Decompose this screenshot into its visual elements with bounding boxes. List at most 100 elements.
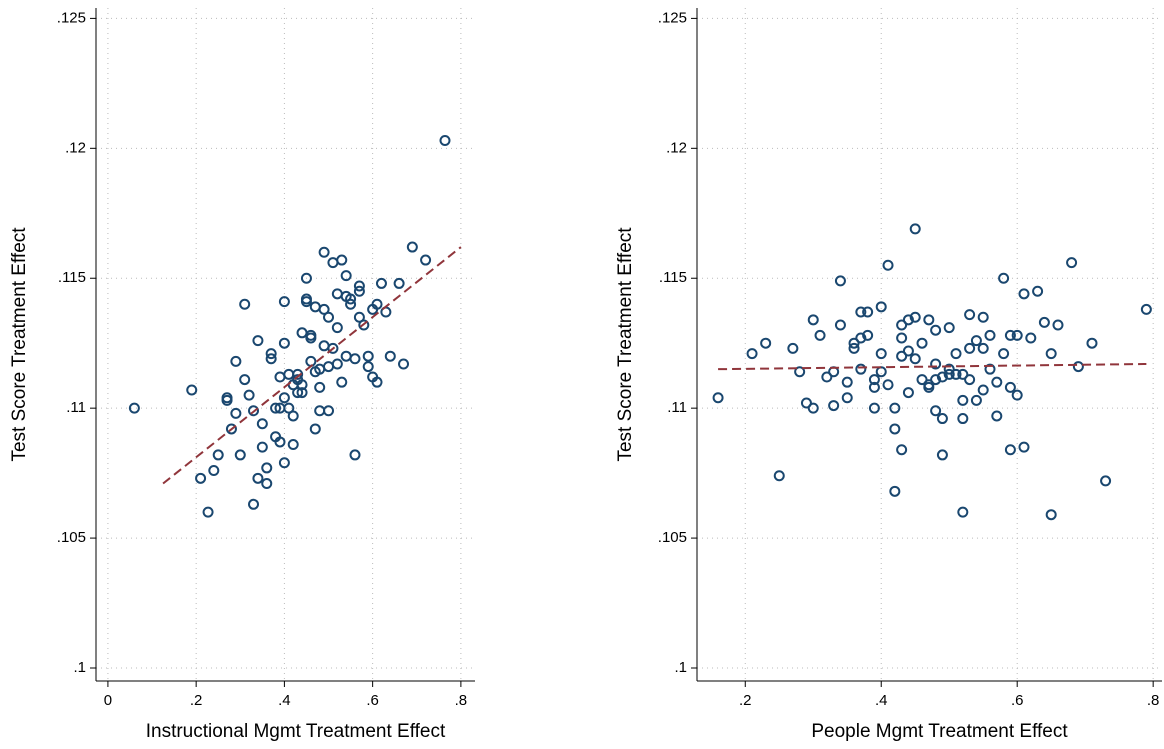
scatter-point <box>327 257 339 269</box>
scatter-point <box>384 350 396 362</box>
scatter-point <box>336 254 348 266</box>
scatter-point <box>794 366 806 378</box>
scatter-point <box>889 485 901 497</box>
scatter-point <box>855 363 867 375</box>
scatter-point <box>362 361 374 373</box>
scatter-point <box>362 350 374 362</box>
scatter-point <box>128 402 140 414</box>
scatter-point <box>1032 285 1044 297</box>
scatter-point <box>274 371 286 383</box>
scatter-point <box>353 280 365 292</box>
scatter-point <box>278 296 290 308</box>
scatter-point <box>1052 319 1064 331</box>
scatter-point <box>848 342 860 354</box>
scatter-point <box>305 332 317 344</box>
scatter-point <box>331 322 343 334</box>
scatter-point <box>848 337 860 349</box>
x-axis-title: People Mgmt Treatment Effect <box>811 721 1068 742</box>
scatter-point <box>261 462 273 474</box>
scatter-point <box>239 298 251 310</box>
scatter-point <box>841 376 853 388</box>
scatter-point <box>882 259 894 271</box>
y-axis-title: Test Score Treatment Effect <box>615 227 636 462</box>
x-tick-label: .8 <box>455 692 468 709</box>
scatter-point <box>278 392 290 404</box>
scatter-point <box>340 270 352 282</box>
scatter-point <box>970 335 982 347</box>
scatter-point <box>923 314 935 326</box>
scatter-point <box>406 241 418 253</box>
scatter-point <box>943 322 955 334</box>
scatter-point <box>230 407 242 419</box>
scatter-point <box>882 379 894 391</box>
scatter-point <box>834 275 846 287</box>
scatter-point <box>270 402 282 414</box>
scatter-point <box>889 423 901 435</box>
scatter-point <box>296 379 308 391</box>
fit-line <box>162 246 462 485</box>
scatter-point <box>1004 444 1016 456</box>
scatter-point <box>353 311 365 323</box>
scatter-point <box>977 311 989 323</box>
x-axis-title: Instructional Mgmt Treatment Effect <box>146 721 446 742</box>
scatter-point <box>773 470 785 482</box>
x-tick-label: .2 <box>190 692 203 709</box>
scatter-point <box>868 381 880 393</box>
fit-line <box>718 362 1147 371</box>
scatter-point <box>300 293 312 305</box>
scatter-point <box>916 374 928 386</box>
scatter-point <box>936 449 948 461</box>
scatter-point <box>234 449 246 461</box>
scatter-point <box>712 392 724 404</box>
scatter-point <box>991 410 1003 422</box>
scatter-point <box>841 392 853 404</box>
scatter-point <box>964 309 976 321</box>
scatter-point <box>821 371 833 383</box>
scatter-point <box>855 306 867 318</box>
scatter-point <box>984 363 996 375</box>
scatter-point <box>261 478 273 490</box>
scatter-point <box>278 457 290 469</box>
scatter-point <box>957 394 969 406</box>
y-tick-label: .125 <box>57 9 86 26</box>
y-tick-label: .11 <box>667 399 687 416</box>
scatter-point <box>970 394 982 406</box>
x-tick-label: .8 <box>1147 692 1160 709</box>
scatter-point <box>345 298 357 310</box>
scatter-point <box>998 272 1010 284</box>
scatter-point <box>1004 381 1016 393</box>
scatter-point <box>371 298 383 310</box>
scatter-point <box>243 389 255 401</box>
x-tick-label: .4 <box>875 692 888 709</box>
scatter-point <box>318 303 330 315</box>
scatter-point <box>807 402 819 414</box>
scatter-point <box>1045 348 1057 360</box>
scatter-point <box>283 402 295 414</box>
y-axis-title: Test Score Treatment Effect <box>9 227 30 462</box>
scatter-point <box>252 472 264 484</box>
y-tick-label: .1 <box>73 659 86 676</box>
y-tick-label: .12 <box>666 139 687 156</box>
scatter-point <box>283 368 295 380</box>
scatter-point <box>287 410 299 422</box>
scatter-point <box>1100 475 1112 487</box>
scatter-point <box>208 465 220 477</box>
scatter-point <box>323 311 335 323</box>
scatter-point <box>909 223 921 235</box>
y-tick-label: .1 <box>674 659 687 676</box>
scatter-point <box>950 348 962 360</box>
scatter-point <box>230 355 242 367</box>
scatter-point <box>305 355 317 367</box>
scatter-point <box>930 405 942 417</box>
scatter-point <box>186 384 198 396</box>
scatter-point <box>896 350 908 362</box>
x-tick-label: .6 <box>1011 692 1024 709</box>
scatter-point <box>292 387 304 399</box>
scatter-point <box>239 374 251 386</box>
scatter-point <box>902 387 914 399</box>
scatter-point <box>420 254 432 266</box>
scatter-point <box>202 506 214 518</box>
scatter-point <box>977 342 989 354</box>
scatter-point <box>1140 303 1152 315</box>
